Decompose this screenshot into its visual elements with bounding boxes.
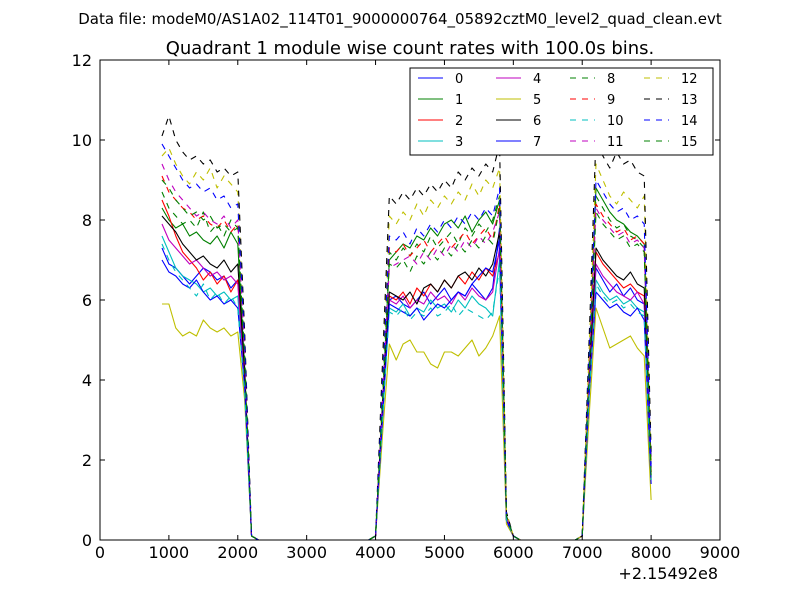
y-tick-label: 0 [82, 531, 92, 550]
legend-label-5: 5 [533, 93, 541, 108]
y-tick-label: 4 [82, 371, 92, 390]
legend-label-1: 1 [455, 93, 463, 108]
legend-label-12: 12 [681, 72, 698, 87]
y-tick-label: 12 [72, 51, 92, 70]
axis-ticks: 0 1000 2000 3000 4000 5000 6000 7000 8000 9000 0 2 4… [72, 51, 741, 562]
series-line-8 [161, 191, 652, 540]
x-tick-label: 2000 [217, 543, 258, 562]
legend-label-10: 10 [607, 114, 624, 129]
legend-label-4: 4 [533, 72, 541, 87]
x-tick-label: 0 [95, 543, 105, 562]
series-line-1 [161, 187, 652, 540]
x-offset-label: +2.15492e8 [618, 564, 718, 583]
series-line-4 [161, 223, 652, 540]
series-line-6 [161, 215, 652, 540]
legend-label-9: 9 [607, 93, 615, 108]
series-line-10 [161, 243, 652, 540]
legend-label-6: 6 [533, 114, 541, 129]
legend-label-7: 7 [533, 135, 541, 150]
x-tick-label: 9000 [700, 543, 741, 562]
legend-label-3: 3 [455, 135, 463, 150]
series-line-5 [162, 303, 652, 540]
legend-label-8: 8 [607, 72, 615, 87]
y-tick-label: 8 [82, 211, 92, 230]
series-line-15 [161, 179, 652, 540]
x-tick-label: 3000 [286, 543, 327, 562]
legend-label-0: 0 [455, 72, 463, 87]
series-line-2 [161, 199, 652, 540]
legend-label-13: 13 [681, 93, 698, 108]
x-tick-label: 1000 [149, 543, 190, 562]
legend-box [409, 67, 714, 156]
x-tick-label: 6000 [493, 543, 534, 562]
x-tick-label: 8000 [631, 543, 672, 562]
y-tick-label: 6 [82, 291, 92, 310]
series-line-9 [161, 175, 652, 540]
chart-suptitle: Data file: modeM0/AS1A02_114T01_90000007… [78, 10, 722, 29]
y-tick-label: 10 [72, 131, 92, 150]
legend-label-14: 14 [681, 114, 698, 129]
legend-label-11: 11 [607, 135, 624, 150]
x-tick-label: 5000 [424, 543, 465, 562]
series-line-12 [161, 147, 652, 540]
legend-label-2: 2 [455, 114, 463, 129]
series-layer [161, 115, 652, 540]
chart-title: Quadrant 1 module wise count rates with … [166, 38, 655, 59]
series-line-13 [161, 115, 652, 540]
legend-label-15: 15 [681, 135, 698, 150]
x-tick-label: 7000 [562, 543, 603, 562]
series-line-0 [161, 227, 652, 540]
series-line-11 [161, 163, 652, 540]
x-tick-label: 4000 [355, 543, 396, 562]
y-tick-label: 2 [82, 451, 92, 470]
